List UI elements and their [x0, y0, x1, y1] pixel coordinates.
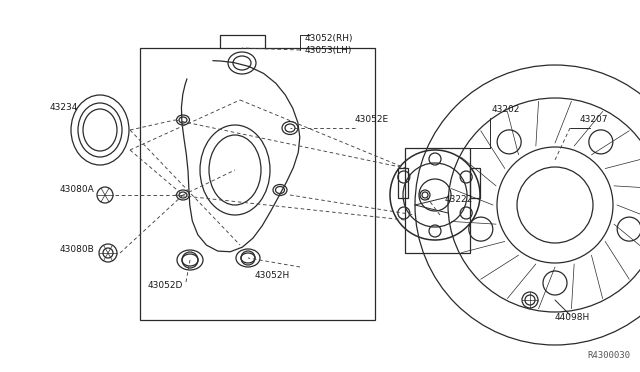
Bar: [405, 148, 470, 253]
Text: 44098H: 44098H: [555, 314, 590, 323]
Bar: [470, 168, 480, 198]
Text: 43202: 43202: [492, 106, 520, 115]
Text: R4300030: R4300030: [587, 351, 630, 360]
Text: 43052(RH): 43052(RH): [305, 33, 353, 42]
Bar: [398, 168, 408, 198]
Text: 43052H: 43052H: [255, 270, 291, 279]
Text: 43052D: 43052D: [148, 280, 184, 289]
Text: 43080B: 43080B: [60, 246, 95, 254]
Bar: [140, 48, 375, 320]
Text: 43052E: 43052E: [355, 115, 389, 125]
Text: 43207: 43207: [580, 115, 609, 125]
Text: 43053(LH): 43053(LH): [305, 45, 353, 55]
Text: 43080A: 43080A: [60, 186, 95, 195]
Text: 43234: 43234: [50, 103, 78, 112]
Text: 43222: 43222: [445, 196, 473, 205]
